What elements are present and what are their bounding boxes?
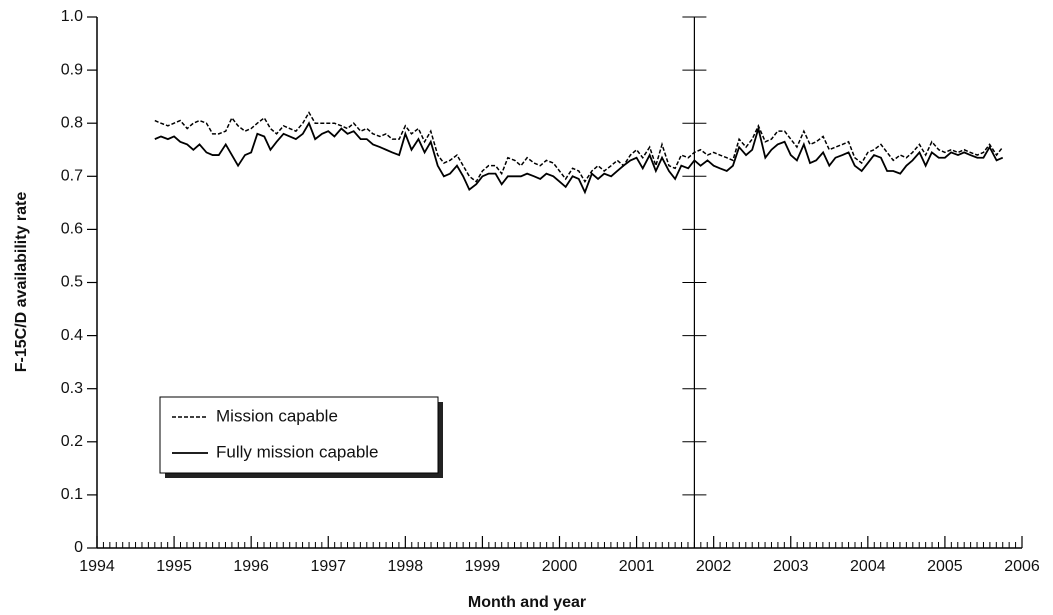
y-tick-label: 0.9 bbox=[61, 61, 83, 78]
y-tick-label: 1.0 bbox=[61, 8, 83, 25]
x-tick-label: 2005 bbox=[927, 558, 963, 575]
legend-label: Mission capable bbox=[216, 406, 338, 425]
x-tick-label: 1995 bbox=[156, 558, 192, 575]
x-tick-label: 2006 bbox=[1004, 558, 1040, 575]
x-tick-label: 1994 bbox=[79, 558, 115, 575]
x-tick-label: 2000 bbox=[542, 558, 578, 575]
legend bbox=[159, 396, 439, 474]
x-tick-label: 1996 bbox=[233, 558, 269, 575]
series-line bbox=[154, 121, 1004, 195]
x-axis-label: Month and year bbox=[468, 594, 586, 611]
y-tick-label: 0.4 bbox=[61, 327, 83, 344]
y-tick-label: 0.1 bbox=[61, 486, 83, 503]
y-tick-label: 0.3 bbox=[61, 380, 83, 397]
x-tick-label: 2003 bbox=[773, 558, 809, 575]
y-tick-label: 0.6 bbox=[61, 221, 83, 238]
x-tick-label: 1998 bbox=[388, 558, 424, 575]
y-tick-label: 0.8 bbox=[61, 114, 83, 131]
x-tick-label: 2002 bbox=[696, 558, 732, 575]
x-tick-label: 2004 bbox=[850, 558, 886, 575]
y-axis-label: F-15C/D availability rate bbox=[13, 192, 30, 373]
y-tick-label: 0 bbox=[74, 539, 83, 556]
x-tick-label: 2001 bbox=[619, 558, 655, 575]
x-tick-label: 1997 bbox=[310, 558, 346, 575]
y-tick-label: 0.7 bbox=[61, 168, 83, 185]
y-tick-label: 0.2 bbox=[61, 433, 83, 450]
series-line bbox=[154, 111, 1004, 184]
y-tick-label: 0.5 bbox=[61, 274, 83, 291]
x-tick-label: 1999 bbox=[465, 558, 501, 575]
legend-label: Fully mission capable bbox=[216, 442, 379, 461]
